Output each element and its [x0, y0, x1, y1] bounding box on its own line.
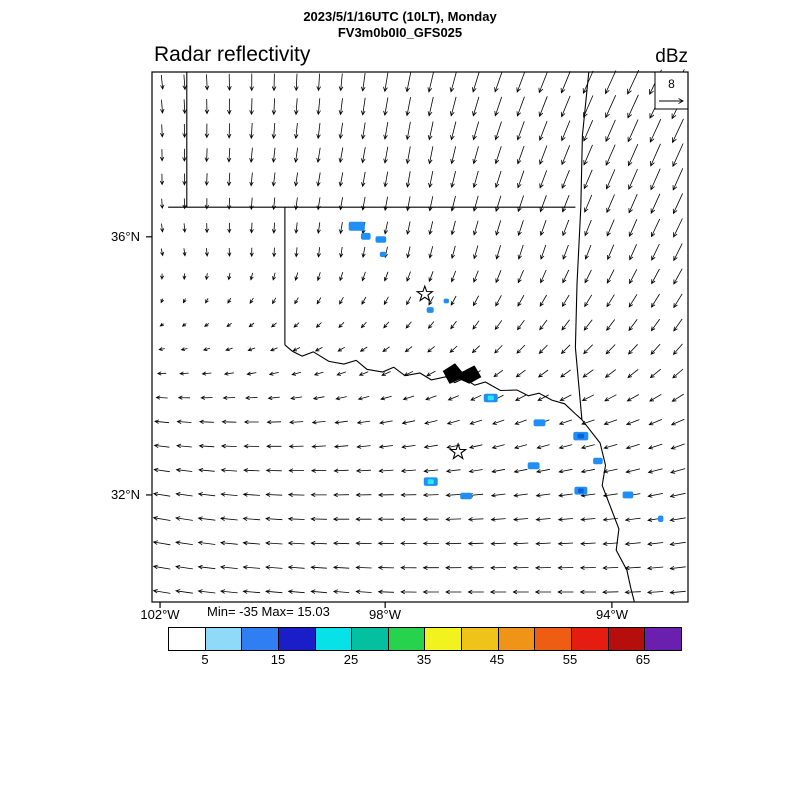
reference-arrow-icon	[659, 98, 684, 104]
reference-vector-value: 8	[668, 77, 675, 91]
colorbar-tick-label: 5	[201, 652, 209, 667]
min-max-label: Min= -35 Max= 15.03	[207, 604, 330, 619]
radar-echo	[348, 221, 365, 231]
colorbar-segment	[608, 628, 646, 650]
wind-vector-field	[152, 69, 686, 595]
units-label: dBz	[655, 46, 688, 67]
lat-tick-label: 32°N	[110, 487, 140, 502]
colorbar-segment	[535, 628, 573, 650]
lat-tick-label: 36°N	[110, 229, 140, 244]
colorbar-segment	[388, 628, 426, 650]
lake-marker	[442, 363, 482, 384]
colorbar-tick-label: 35	[416, 652, 432, 667]
colorbar-tick-label: 25	[343, 652, 359, 667]
colorbar-segment	[572, 628, 609, 650]
radar-echo-core	[487, 395, 494, 401]
colorbar-tick-label: 55	[562, 652, 578, 667]
city-star-marker	[415, 284, 434, 302]
radar-echo	[361, 232, 371, 240]
axis-ticks	[146, 236, 613, 608]
radar-echo	[460, 492, 472, 500]
colorbar-segment	[278, 628, 316, 650]
radar-echo	[426, 307, 434, 313]
radar-echo	[658, 515, 664, 522]
map-frame	[151, 71, 689, 603]
plot-title: Radar reflectivity	[154, 43, 311, 66]
radar-echo	[593, 457, 603, 465]
city-star-marker	[448, 442, 468, 460]
radar-echo-core	[427, 479, 434, 484]
radar-echo	[443, 298, 449, 304]
colorbar-tick-label: 45	[489, 652, 505, 667]
lon-tick-label: 94°W	[596, 607, 628, 622]
model-run-title: FV3m0b0I0_GFS025	[337, 25, 463, 40]
state-borders	[168, 71, 635, 603]
colorbar-segment	[352, 628, 389, 650]
map-canvas: 8	[146, 69, 689, 608]
colorbar-segment	[498, 628, 536, 650]
lon-tick-label: 102°W	[140, 607, 180, 622]
colorbar-tick-label: 65	[635, 652, 651, 667]
radar-echo	[533, 419, 546, 427]
radar-echo	[379, 251, 387, 257]
colorbar-tick-label: 15	[270, 652, 286, 667]
colorbar-segment	[315, 628, 353, 650]
radar-echo	[527, 462, 540, 470]
lon-tick-label: 98°W	[369, 607, 401, 622]
radar-echo-core	[578, 488, 584, 493]
colorbar-segment	[425, 628, 463, 650]
colorbar-segment	[462, 628, 499, 650]
colorbar-segment	[205, 628, 243, 650]
reference-vector-box: 8	[654, 71, 689, 110]
colorbar-segment	[242, 628, 279, 650]
valid-time-title: 2023/5/1/16UTC (10LT), Monday	[303, 9, 497, 24]
colorbar-segment	[169, 628, 206, 650]
colorbar	[168, 627, 682, 651]
radar-echo	[375, 236, 387, 243]
radar-echo	[622, 491, 634, 499]
radar-echoes	[348, 221, 664, 522]
radar-echo-core	[577, 433, 585, 439]
colorbar-segment	[645, 628, 681, 650]
